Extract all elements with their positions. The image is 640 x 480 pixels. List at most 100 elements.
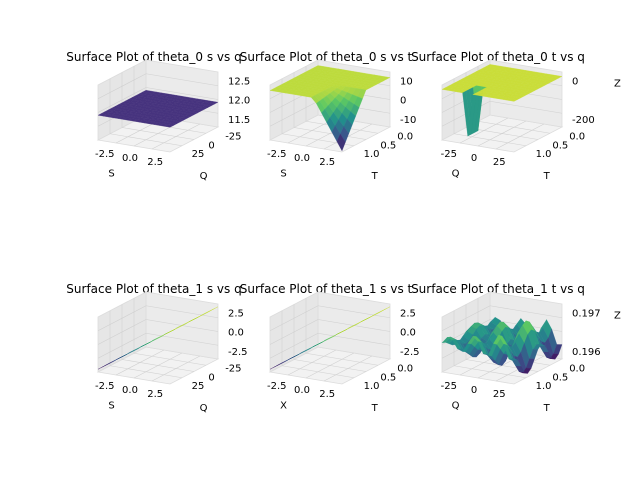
grid-line [305,352,379,366]
subplot-title: Surface Plot of theta_1 s vs q [66,282,241,296]
subplot-title: Surface Plot of theta_0 s vs t [240,50,413,64]
grid-line [293,127,367,140]
grid-line [441,305,491,332]
z-tick-label: -200 [572,115,595,126]
grid-line [121,359,195,372]
grid-line [145,305,219,319]
x-tick-label: 0 [471,385,477,396]
subplot-5: Surface Plot of theta_1 s vs t -2.5 0.0 2.5… [240,282,420,414]
grid-line [317,332,391,346]
x-tick-label: 2.5 [319,389,335,400]
x-axis-label: S [108,169,114,180]
y-tick-label: 1.0 [364,381,380,392]
grid-line [151,123,201,150]
y-tick-label: 0.0 [397,132,413,143]
grid-line [97,73,147,100]
grid-line [145,332,219,346]
grid-line [121,127,195,140]
grid-line [489,305,563,319]
y-axis-label: T [543,171,551,182]
subplot-4: Surface Plot of theta_1 s vs q -2.5 0.0 2.5… [66,282,247,414]
z-tick-label: 0 [572,76,578,87]
subplot-1: Surface Plot of theta_0 s vs q -2.5 0.0 2.5… [66,50,250,182]
y-tick-label: 1.0 [364,149,380,160]
grid-line [323,123,373,150]
y-axis-label: T [371,171,379,182]
z-axis-label: Z [614,78,621,89]
y-tick-label: 0.5 [552,140,568,151]
x-tick-label: -2.5 [267,381,287,392]
subplot-title: Surface Plot of theta_0 t vs q [411,50,585,64]
x-tick-label: 0 [471,153,477,164]
z-tick-label: -2.5 [400,347,420,358]
surface-patch [336,329,346,335]
x-tick-label: 2.5 [147,389,163,400]
y-tick-label: -25 [225,364,241,375]
x-tick-label: 0.0 [122,153,138,164]
z-tick-label: 0.0 [400,328,416,339]
x-tick-label: 0.0 [294,153,310,164]
grid-line [97,305,147,332]
grid-line [151,355,201,382]
surface-patch [164,124,174,128]
y-tick-label: 0 [208,140,214,151]
z-tick-label: 0 [400,96,406,107]
grid-line [269,305,319,332]
subplot-title: Surface Plot of theta_0 s vs q [66,50,241,64]
surface-patch [508,358,518,361]
grid-line [133,352,207,366]
grid-line [145,73,219,87]
y-tick-label: 0 [208,372,214,383]
z-tick-label: 2.5 [228,308,244,319]
subplot-2: Surface Plot of theta_0 s vs t -2.5 0.0 2.5… [240,50,417,182]
subplot-title: Surface Plot of theta_1 t vs q [411,282,585,296]
grid-line [293,359,367,372]
y-tick-label: 1.0 [536,381,552,392]
x-axis-label: S [280,169,286,180]
y-axis-label: T [371,403,379,414]
x-tick-label: 25 [493,157,506,168]
x-tick-label: 25 [493,389,506,400]
x-tick-label: 2.5 [319,157,335,168]
subplot-3: Surface Plot of theta_0 t vs q -25 0 25 Q 1.0… [411,50,621,182]
subplot-title: Surface Plot of theta_1 s vs t [240,282,413,296]
z-tick-label: 12.5 [228,76,250,87]
x-axis-label: X [280,401,287,412]
x-tick-label: -25 [441,149,457,160]
y-tick-label: 0.0 [569,364,585,375]
x-tick-label: -2.5 [95,149,115,160]
x-axis-label: Q [452,169,460,180]
grid-line [323,355,373,382]
y-axis-label: Q [200,403,208,414]
surface-patch [508,98,518,102]
subplot-6: Surface Plot of theta_1 t vs q -25 0 25 Q 1.0… [411,282,621,414]
grid-line [145,87,219,100]
x-tick-label: 0.0 [294,385,310,396]
z-tick-label: 12.0 [228,96,250,107]
x-tick-label: -2.5 [267,149,287,160]
z-tick-label: 2.5 [400,308,416,319]
surface-patch [164,329,174,335]
grid-line [477,120,551,134]
z-tick-label: -10 [400,115,416,126]
y-tick-label: 0.5 [380,372,396,383]
y-tick-label: 1.0 [536,149,552,160]
grid-line [97,319,147,345]
y-axis-label: T [543,403,551,414]
z-tick-label: -2.5 [228,347,248,358]
z-axis-label: Z [614,310,621,321]
y-axis-label: Q [200,171,208,182]
y-tick-label: -25 [225,132,241,143]
z-tick-label: 0.197 [572,308,601,319]
z-tick-label: 0.196 [572,347,601,358]
grid-line [317,305,391,319]
y-tick-label: 25 [192,381,205,392]
y-tick-label: 0.5 [552,372,568,383]
x-axis-label: S [108,401,114,412]
x-tick-label: -2.5 [95,381,115,392]
z-tick-label: 10 [400,76,413,87]
z-tick-label: 0.0 [228,328,244,339]
surface-patch [336,133,346,152]
z-tick-label: 11.5 [228,115,250,126]
